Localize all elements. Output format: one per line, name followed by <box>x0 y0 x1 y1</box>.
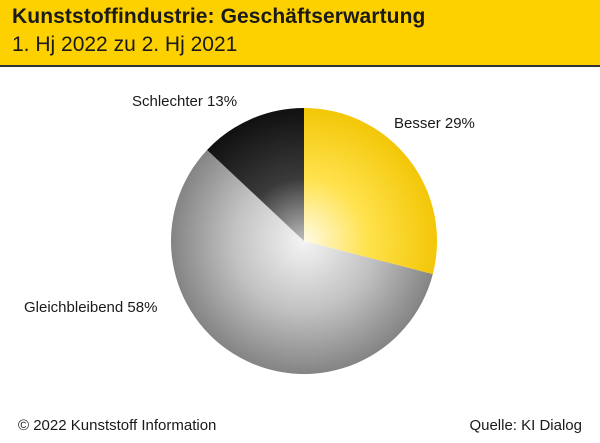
pie-slice-schlechter <box>207 108 304 241</box>
slice-label-besser: Besser 29% <box>394 115 475 132</box>
source-note: Quelle: KI Dialog <box>469 417 582 434</box>
pie-chart: Besser 29% Gleichbleibend 58% Schlechter 1… <box>24 93 475 375</box>
slice-label-schlechter: Schlechter 13% <box>132 93 237 110</box>
chart-header: Kunststoffindustrie: Geschäftserwartung … <box>0 0 600 67</box>
slice-label-gleichbleibend: Gleichbleibend 58% <box>24 299 157 316</box>
chart-title: Kunststoffindustrie: Geschäftserwartung <box>12 5 426 28</box>
pie-slice-besser <box>304 108 437 275</box>
chart-subtitle: 1. Hj 2022 zu 2. Hj 2021 <box>12 33 238 56</box>
copyright-note: © 2022 Kunststoff Information <box>18 417 217 434</box>
pie-slice-gleichbleibend <box>170 149 433 375</box>
